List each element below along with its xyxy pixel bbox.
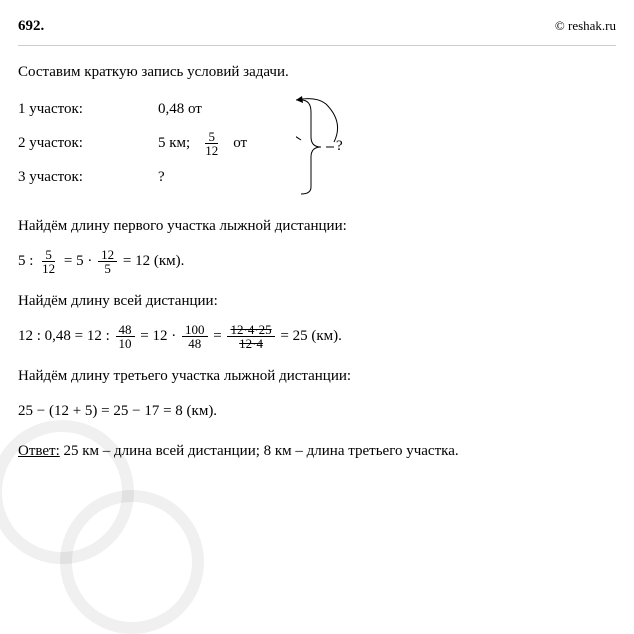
eq-part: = [213, 328, 221, 344]
section3-equation: 25 − (12 + 5) = 25 − 17 = 8 (км). [18, 397, 616, 426]
section3-text: Найдём длину третьего участка лыжной дис… [18, 362, 616, 391]
answer-text: 25 км – длина всей дистанции; 8 км – дли… [60, 443, 459, 459]
km-text: 5 км; [158, 129, 190, 158]
fraction: 12·4·25 12·4 [227, 323, 274, 350]
section1-text: Найдём длину первого участка лыжной дист… [18, 212, 616, 241]
copyright: © reshak.ru [555, 14, 616, 39]
cond-label: 3 участок: [18, 163, 158, 192]
condition-row-2: 2 участок: 5 км; 5 12 от [18, 126, 616, 160]
section2-text: Найдём длину всей дистанции: [18, 287, 616, 316]
fraction: 12 5 [98, 248, 117, 275]
condition-row-3: 3 участок: ? [18, 160, 616, 194]
frac-den: 12·4 [236, 337, 266, 350]
frac-num: 100 [182, 323, 208, 337]
eq-part: = 5 · [64, 253, 92, 269]
frac-den: 12 [202, 144, 221, 157]
cond-value: 5 км; 5 12 от [158, 129, 247, 158]
cond-value: ? [158, 163, 165, 192]
suffix: от [233, 129, 247, 158]
eq-part: = 12 (км). [123, 253, 184, 269]
cond-value: 0,48 от [158, 95, 202, 124]
frac-num: 5 [205, 130, 218, 144]
frac-den: 5 [101, 262, 114, 275]
eq-part: = 25 (км). [280, 328, 341, 344]
task-number: 692. [18, 12, 44, 41]
fraction: 100 48 [182, 323, 208, 350]
fraction: 48 10 [116, 323, 135, 350]
eq-part: = 12 · [140, 328, 176, 344]
answer-line: Ответ: 25 км – длина всей дистанции; 8 к… [18, 437, 616, 466]
header: 692. © reshak.ru [18, 12, 616, 46]
answer-label: Ответ: [18, 443, 60, 459]
section2-equation: 12 : 0,48 = 12 : 48 10 = 12 · 100 48 = 1… [18, 322, 616, 351]
frac-num: 12 [98, 248, 117, 262]
question-mark: ? [336, 132, 343, 161]
watermark-circle [60, 490, 204, 634]
fraction: 5 12 [39, 248, 58, 275]
page: 692. © reshak.ru Составим краткую запись… [0, 0, 634, 490]
intro-text: Составим краткую запись условий задачи. [18, 58, 616, 87]
frac-den: 48 [185, 337, 204, 350]
eq-part: 12 : 0,48 = 12 : [18, 328, 110, 344]
cond-label: 1 участок: [18, 95, 158, 124]
frac-den: 10 [116, 337, 135, 350]
cond-label: 2 участок: [18, 129, 158, 158]
section1-equation: 5 : 5 12 = 5 · 12 5 = 12 (км). [18, 247, 616, 276]
fraction: 5 12 [202, 130, 221, 157]
frac-num: 12·4·25 [227, 323, 274, 337]
eq-part: 5 : [18, 253, 33, 269]
frac-den: 12 [39, 262, 58, 275]
condition-row-1: 1 участок: 0,48 от [18, 92, 616, 126]
conditions-block: 1 участок: 0,48 от 2 участок: 5 км; 5 12… [18, 92, 616, 194]
frac-num: 5 [42, 248, 55, 262]
frac-num: 48 [116, 323, 135, 337]
